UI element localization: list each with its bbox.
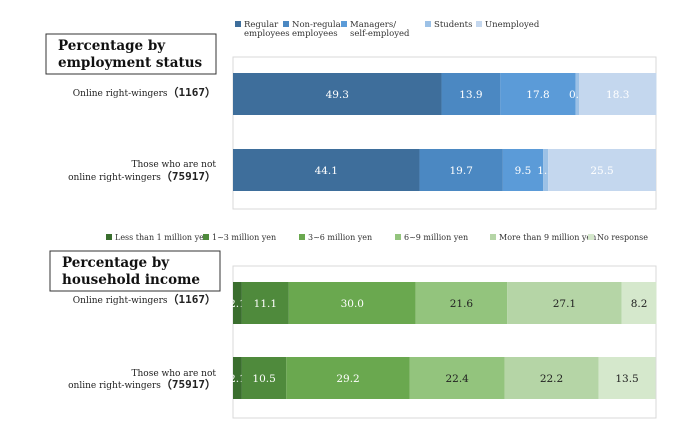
employment-category-label: online right-wingers（75917） [68,170,216,183]
income-title-box [49,250,221,292]
income-legend-swatch-3 [299,234,305,240]
income-legend-swatch-6 [588,234,594,240]
employment-chart-title: employment status [58,55,203,71]
employment-plot-frame [232,56,657,210]
income-bar-segment [288,282,416,324]
employment-data-label: 25.5 [590,165,613,177]
employment-bar-segment [579,73,657,115]
income-bar-segment [598,357,656,399]
income-plot-frame [232,265,657,419]
employment-legend-label-2: Non-regular [292,20,346,30]
employment-data-label: 17.8 [526,89,549,101]
employment-title-box [45,33,217,75]
income-category-label: Those who are not [132,369,217,379]
employment-legend-label-3: self-employed [350,29,410,39]
employment-legend-swatch-4 [425,21,431,27]
employment-legend-label-2: employees [292,29,338,39]
employment-bar-segment [543,149,549,191]
income-bar-segment [241,357,287,399]
employment-bar-segment [548,149,656,191]
employment-legend-label-1: Regular [244,20,279,30]
income-bar-segment [409,357,505,399]
employment-legend-label-3: Managers/ [350,20,396,30]
employment-bar-segment [441,73,501,115]
income-bar-segment [415,282,508,324]
income-data-label: 29.2 [336,373,359,385]
employment-data-label: 18.3 [606,89,629,101]
income-legend-label-5: More than 9 million yen [499,233,596,242]
employment-category-label: Online right-wingers（1167） [73,86,216,99]
income-data-label: 10.5 [252,373,275,385]
employment-data-label: 44.1 [315,165,338,177]
employment-data-label: 19.7 [450,165,473,177]
employment-bar-segment [575,73,580,115]
income-legend-label-1: Less than 1 million yen [115,233,209,242]
income-legend-label-4: 6~9 million yen [404,233,468,242]
income-data-label: 8.2 [631,298,648,310]
income-legend-swatch-5 [490,234,496,240]
employment-data-label: 13.9 [459,89,482,101]
income-legend-swatch-4 [395,234,401,240]
employment-legend-label-4: Students [434,20,472,30]
income-bar-segment [233,282,242,324]
income-legend-swatch-1 [106,234,112,240]
income-legend-label-6: No response [597,233,648,242]
income-category-label: Online right-wingers（1167） [73,293,216,306]
employment-data-label: 9.5 [515,165,532,177]
income-legend-label-3: 3~6 million yen [308,233,372,242]
income-bar-segment [621,282,657,324]
income-bar-segment [286,357,410,399]
employment-legend-label-5: Unemployed [485,20,540,30]
income-bar-segment [241,282,289,324]
income-legend-swatch-2 [203,234,209,240]
income-data-label: 21.6 [450,298,474,310]
income-data-label: 11.1 [254,298,277,310]
income-data-label: 22.4 [445,373,469,385]
income-data-label: 13.5 [615,373,638,385]
income-category-label: online right-wingers（75917） [68,378,216,391]
employment-legend-label-1: employees [244,29,290,39]
employment-data-label: 49.3 [326,89,349,101]
income-bar-segment [504,357,599,399]
employment-bar-segment [233,73,442,115]
income-chart-title: household income [62,272,200,288]
income-data-label: 30.0 [341,298,364,310]
employment-chart-title: Percentage by [58,38,166,54]
income-data-label: 2.1 [229,373,246,385]
income-data-label: 2.1 [229,298,246,310]
employment-legend-swatch-3 [341,21,347,27]
employment-bar-segment [419,149,503,191]
income-data-label: 27.1 [553,298,576,310]
employment-legend-swatch-2 [283,21,289,27]
employment-bar-segment [233,149,420,191]
income-legend-label-2: 1~3 million yen [212,233,276,242]
employment-legend-swatch-5 [476,21,482,27]
income-bar-segment [507,282,622,324]
employment-category-label: Those who are not [132,160,217,170]
employment-bar-segment [500,73,576,115]
income-chart-title: Percentage by [62,255,170,271]
income-bar-segment [233,357,242,399]
employment-legend-swatch-1 [235,21,241,27]
income-data-label: 22.2 [540,373,563,385]
employment-bar-segment [502,149,544,191]
